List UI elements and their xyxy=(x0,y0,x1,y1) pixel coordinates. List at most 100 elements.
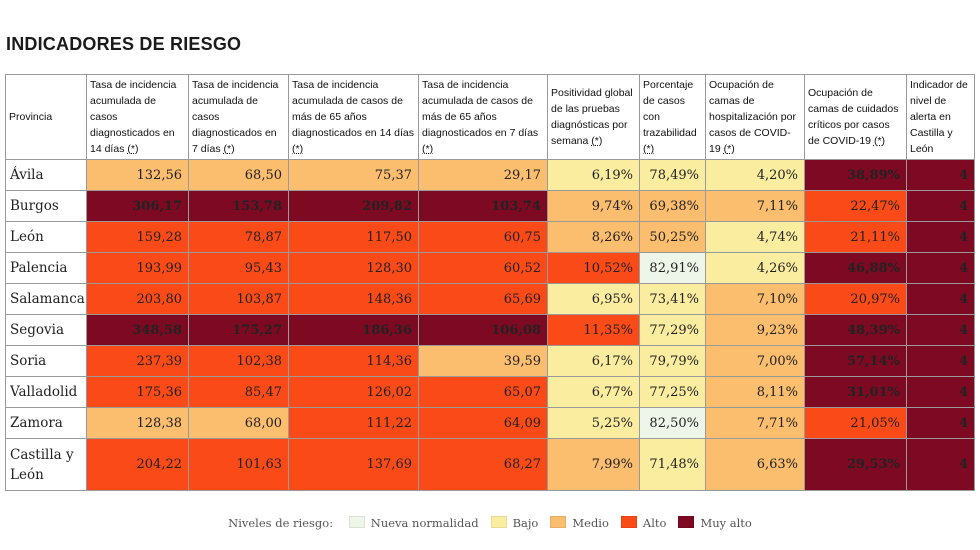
value-cell: 9,23% xyxy=(705,314,805,346)
value-cell: 159,28 xyxy=(86,221,189,253)
value-cell: 4 xyxy=(906,283,975,315)
value-cell: 126,02 xyxy=(288,376,419,408)
value-cell: 60,52 xyxy=(418,252,548,284)
value-cell: 4 xyxy=(906,345,975,377)
legend-item-label: Bajo xyxy=(512,516,539,530)
value-cell: 4,20% xyxy=(705,159,805,191)
value-cell: 114,36 xyxy=(288,345,419,377)
legend-swatch xyxy=(620,516,637,528)
value-cell: 6,63% xyxy=(705,438,805,491)
value-cell: 46,88% xyxy=(804,252,907,284)
table-row: Castilla y León 204,22 101,63 137,69 68,27 7,… xyxy=(5,438,975,491)
value-cell: 7,11% xyxy=(705,190,805,222)
value-cell: 73,41% xyxy=(639,283,706,315)
value-cell: 175,36 xyxy=(86,376,189,408)
province-cell: Burgos xyxy=(5,190,87,222)
legend-item-label: Alto xyxy=(642,516,667,530)
province-cell: Soria xyxy=(5,345,87,377)
value-cell: 103,87 xyxy=(188,283,289,315)
value-cell: 64,09 xyxy=(418,407,548,439)
province-cell: Ávila xyxy=(5,159,87,191)
footnote-marker[interactable]: (*) xyxy=(591,135,603,147)
value-cell: 71,48% xyxy=(639,438,706,491)
value-cell: 103,74 xyxy=(418,190,548,222)
value-cell: 203,80 xyxy=(86,283,189,315)
province-cell: Palencia xyxy=(5,252,87,284)
risk-legend: Niveles de riesgo: Nueva normalidad Bajo M… xyxy=(0,516,980,530)
header-row: Provincia Tasa de incidencia acumulada d… xyxy=(5,74,975,160)
province-cell: Castilla y León xyxy=(5,438,87,491)
footnote-marker[interactable]: (*) xyxy=(873,135,886,147)
column-header-provincia: Provincia xyxy=(5,74,87,160)
value-cell: 6,95% xyxy=(547,283,640,315)
province-cell: Salamanca xyxy=(5,283,87,315)
value-cell: 117,50 xyxy=(288,221,419,253)
value-cell: 9,74% xyxy=(547,190,640,222)
value-cell: 78,87 xyxy=(188,221,289,253)
footnote-marker[interactable]: (*) xyxy=(127,143,139,155)
value-cell: 82,50% xyxy=(639,407,706,439)
value-cell: 6,77% xyxy=(547,376,640,408)
table-body: Ávila 132,56 68,50 75,37 29,17 6,19% 78,49% 4,2… xyxy=(5,159,975,491)
value-cell: 7,10% xyxy=(705,283,805,315)
value-cell: 95,43 xyxy=(188,252,289,284)
value-cell: 132,56 xyxy=(86,159,189,191)
value-cell: 57,14% xyxy=(804,345,907,377)
table-row: Soria 237,39 102,38 114,36 39,59 6,17% 79,79% 7… xyxy=(5,345,975,377)
value-cell: 148,36 xyxy=(288,283,419,315)
value-cell: 4 xyxy=(906,221,975,253)
value-cell: 6,19% xyxy=(547,159,640,191)
column-header-ocupacion-criticos: Ocupación de camas de cuidados críticos … xyxy=(804,74,907,160)
value-cell: 102,38 xyxy=(188,345,289,377)
legend-swatch xyxy=(490,516,507,528)
value-cell: 137,69 xyxy=(288,438,419,491)
footnote-marker[interactable]: (*) xyxy=(643,143,655,155)
footnote-marker[interactable]: (*) xyxy=(723,143,735,155)
legend-swatch xyxy=(678,516,695,528)
legend-swatch xyxy=(550,516,567,528)
risk-indicators-table: Provincia Tasa de incidencia acumulada d… xyxy=(5,74,975,491)
column-header-ocupacion-hospital: Ocupación de camas de hospitalización po… xyxy=(705,74,805,160)
table-row: Segovia 348,58 175,27 186,36 106,08 11,35% 77,… xyxy=(5,314,975,346)
value-cell: 8,26% xyxy=(547,221,640,253)
value-cell: 77,25% xyxy=(639,376,706,408)
value-cell: 4 xyxy=(906,314,975,346)
legend-item: Medio xyxy=(550,516,609,530)
legend-item: Nueva normalidad xyxy=(348,516,479,530)
value-cell: 4,74% xyxy=(705,221,805,253)
column-header-incidencia-65-14d: Tasa de incidencia acumulada de casos de… xyxy=(288,74,419,160)
column-header-trazabilidad: Porcentaje de casos con trazabilidad (*) xyxy=(639,74,706,160)
value-cell: 128,38 xyxy=(86,407,189,439)
value-cell: 209,82 xyxy=(288,190,419,222)
value-cell: 4 xyxy=(906,190,975,222)
province-cell: Segovia xyxy=(5,314,87,346)
legend-swatch xyxy=(348,516,365,528)
province-cell: León xyxy=(5,221,87,253)
value-cell: 128,30 xyxy=(288,252,419,284)
value-cell: 68,50 xyxy=(188,159,289,191)
value-cell: 4 xyxy=(906,252,975,284)
value-cell: 306,17 xyxy=(86,190,189,222)
value-cell: 204,22 xyxy=(86,438,189,491)
value-cell: 111,22 xyxy=(288,407,419,439)
value-cell: 79,79% xyxy=(639,345,706,377)
value-cell: 237,39 xyxy=(86,345,189,377)
footnote-marker[interactable]: (*) xyxy=(223,143,235,155)
legend-item-label: Muy alto xyxy=(700,516,752,530)
value-cell: 65,07 xyxy=(418,376,548,408)
value-cell: 75,37 xyxy=(288,159,419,191)
value-cell: 38,89% xyxy=(804,159,907,191)
value-cell: 106,08 xyxy=(418,314,548,346)
value-cell: 22,47% xyxy=(804,190,907,222)
column-header-nivel-alerta: Indicador de nivel de alerta en Castilla… xyxy=(906,74,975,160)
table-row: León 159,28 78,87 117,50 60,75 8,26% 50,25% 4,7… xyxy=(5,221,975,253)
value-cell: 21,05% xyxy=(804,407,907,439)
table-row: Zamora 128,38 68,00 111,22 64,09 5,25% 82,50% 7… xyxy=(5,407,975,439)
value-cell: 4 xyxy=(906,376,975,408)
value-cell: 101,63 xyxy=(188,438,289,491)
footnote-marker[interactable]: (*) xyxy=(422,143,434,155)
legend-item-label: Nueva normalidad xyxy=(370,516,479,530)
value-cell: 11,35% xyxy=(547,314,640,346)
footnote-marker[interactable]: (*) xyxy=(292,143,304,155)
province-cell: Valladolid xyxy=(5,376,87,408)
